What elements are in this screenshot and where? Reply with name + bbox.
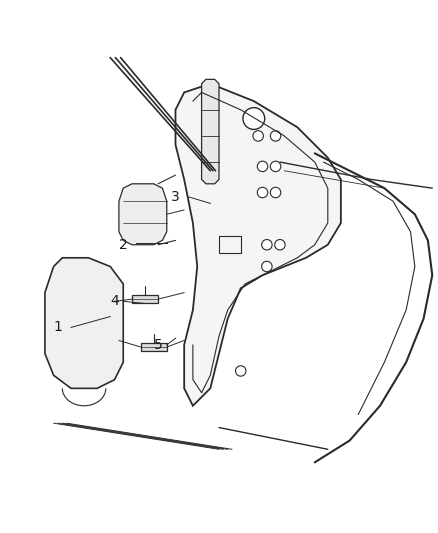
Circle shape xyxy=(257,187,268,198)
Circle shape xyxy=(253,131,263,141)
Text: 4: 4 xyxy=(110,294,119,308)
Polygon shape xyxy=(176,84,341,406)
Circle shape xyxy=(275,239,285,250)
Polygon shape xyxy=(201,79,219,184)
Polygon shape xyxy=(45,258,123,389)
Polygon shape xyxy=(132,295,158,303)
Text: 2: 2 xyxy=(119,238,127,252)
Circle shape xyxy=(243,108,265,130)
Circle shape xyxy=(257,161,268,172)
Circle shape xyxy=(261,261,272,272)
Polygon shape xyxy=(119,184,167,245)
Circle shape xyxy=(236,366,246,376)
Text: 5: 5 xyxy=(154,338,162,352)
Circle shape xyxy=(270,187,281,198)
Circle shape xyxy=(270,131,281,141)
Circle shape xyxy=(270,161,281,172)
Text: 1: 1 xyxy=(53,320,62,334)
Circle shape xyxy=(261,239,272,250)
Polygon shape xyxy=(141,343,167,351)
Text: 3: 3 xyxy=(171,190,180,204)
